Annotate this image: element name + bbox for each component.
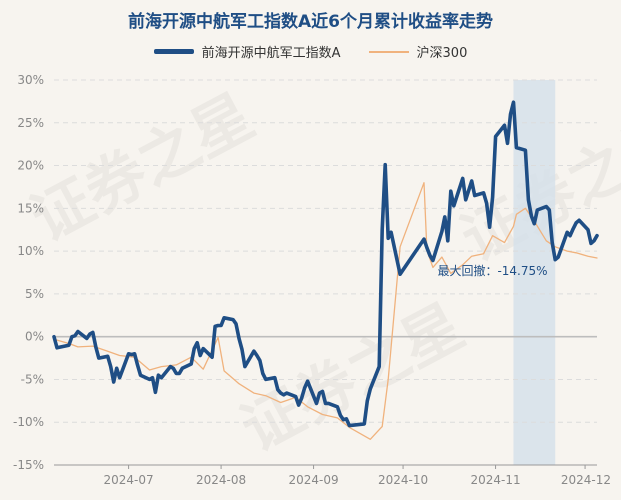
y-tick-label: 10% xyxy=(17,244,44,258)
x-tick-label: 2024-12 xyxy=(561,473,611,487)
legend: 前海开源中航军工指数A 沪深300 xyxy=(0,42,621,61)
legend-swatch-fund xyxy=(153,49,194,54)
y-tick-label: 5% xyxy=(25,287,44,301)
y-tick-label: 15% xyxy=(17,201,44,215)
series-line-fund xyxy=(52,100,599,428)
y-tick-label: -15% xyxy=(13,458,44,472)
x-tick-label: 2024-10 xyxy=(378,473,428,487)
y-tick-label: 20% xyxy=(17,159,44,173)
max-drawdown-label: 最大回撤：-14.75% xyxy=(437,263,547,278)
legend-item-fund[interactable]: 前海开源中航军工指数A xyxy=(153,42,341,61)
y-tick-label: -5% xyxy=(21,372,44,386)
chart-title: 前海开源中航军工指数A近6个月累计收益率走势 xyxy=(128,12,493,32)
series-line-index xyxy=(53,182,598,440)
y-tick-label: -10% xyxy=(13,415,44,429)
max-drawdown-region xyxy=(513,80,556,465)
y-tick-label: 25% xyxy=(17,116,44,130)
legend-label-index: 沪深300 xyxy=(416,46,468,61)
legend-label-fund: 前海开源中航军工指数A xyxy=(201,46,341,61)
legend-swatch-index xyxy=(368,50,409,53)
legend-item-index[interactable]: 沪深300 xyxy=(368,42,468,61)
x-tick-label: 2024-09 xyxy=(288,473,338,487)
x-tick-label: 2024-07 xyxy=(104,473,154,487)
y-tick-label: 30% xyxy=(17,73,44,87)
x-tick-label: 2024-11 xyxy=(470,473,520,487)
y-tick-label: 0% xyxy=(25,330,44,344)
x-tick-label: 2024-08 xyxy=(196,473,246,487)
